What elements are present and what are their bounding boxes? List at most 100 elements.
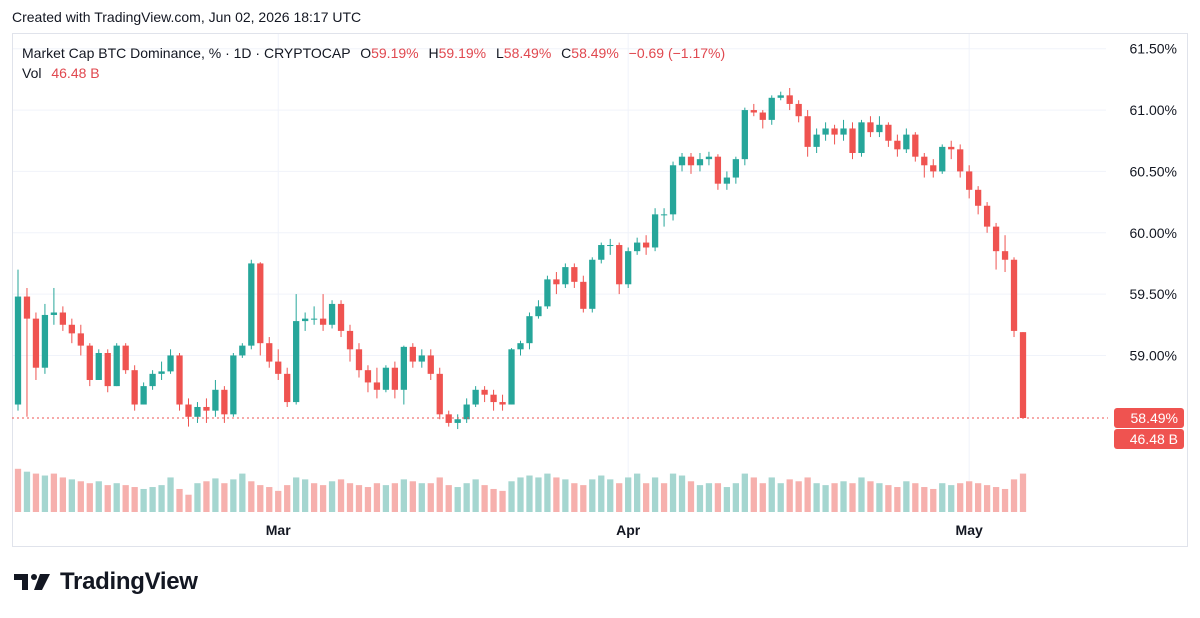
candle-body — [580, 281, 587, 309]
volume-label: Vol — [22, 65, 42, 81]
candle-body — [463, 404, 470, 420]
candle-body — [400, 346, 407, 390]
volume-bar — [696, 485, 704, 512]
candle-body — [481, 389, 488, 395]
candle-body — [185, 404, 192, 417]
volume-bar — [400, 479, 407, 512]
candle-body — [140, 386, 147, 405]
candle-body — [32, 318, 40, 368]
volume-bar — [930, 488, 937, 512]
candle-body — [14, 296, 22, 405]
volume-bar — [418, 483, 425, 512]
candle-body — [364, 370, 372, 383]
candle-body — [651, 214, 659, 248]
candle-body — [275, 361, 282, 374]
candle-body — [777, 95, 784, 98]
volume-bar — [481, 485, 488, 512]
candle-body — [149, 373, 156, 387]
change-value: −0.69 (−1.17%) — [628, 45, 726, 61]
candle-body — [176, 355, 183, 405]
candle-body — [319, 318, 327, 325]
volume-bars — [14, 468, 1027, 512]
volume-bar — [759, 483, 766, 512]
candle-body — [876, 124, 883, 133]
candle-body — [1019, 332, 1027, 419]
volume-bar — [786, 479, 793, 512]
time-tick-label: Apr — [616, 522, 641, 538]
candle-body — [966, 171, 973, 190]
candle-body — [948, 146, 955, 150]
candle-body — [867, 122, 874, 133]
candle-body — [831, 128, 838, 135]
chart-frame[interactable] — [12, 33, 1188, 547]
symbol-legend: Market Cap BTC Dominance, % · 1D · CRYPT… — [22, 43, 725, 83]
volume-bar — [849, 483, 856, 512]
candle-body — [822, 128, 829, 135]
price-tick-label: 59.00% — [1130, 347, 1177, 363]
volume-bar — [266, 487, 273, 512]
candle-body — [598, 245, 605, 260]
volume-bar — [355, 485, 363, 512]
volume-bar — [95, 481, 102, 512]
volume-bar — [607, 479, 614, 512]
volume-bar — [732, 483, 739, 512]
tradingview-logo-icon — [14, 574, 50, 590]
volume-bar — [328, 481, 336, 512]
volume-bar — [212, 478, 219, 512]
candle-body — [795, 103, 802, 117]
volume-bar — [293, 477, 300, 512]
candle-body — [616, 245, 623, 285]
volume-bar — [391, 483, 399, 512]
candle-body — [705, 156, 713, 160]
last-volume-badge-bg — [1114, 429, 1184, 450]
tradingview-logo[interactable]: TradingView — [14, 568, 198, 596]
volume-bar — [804, 477, 811, 512]
price-tick-label: 61.50% — [1130, 41, 1177, 57]
volume-bar — [813, 483, 820, 512]
candle-body — [714, 156, 722, 184]
candle-body — [921, 156, 928, 166]
candle-body — [1001, 251, 1009, 260]
candle-body — [669, 165, 677, 215]
volume-bar — [966, 481, 973, 512]
volume-bar — [948, 485, 955, 512]
volume-bar — [508, 481, 515, 512]
volume-bar — [526, 475, 533, 512]
close-value: 58.49% — [571, 45, 619, 61]
candle-body — [768, 97, 775, 120]
candle-body — [328, 303, 336, 325]
volume-bar — [1001, 488, 1009, 512]
created-with-caption: Created with TradingView.com, Jun 02, 20… — [12, 9, 362, 25]
candle-body — [95, 352, 102, 380]
candle-body — [284, 373, 291, 403]
volume-bar — [598, 475, 605, 512]
volume-bar — [230, 479, 237, 512]
last-price-badge: 58.49% — [1131, 410, 1178, 426]
volume-bar — [14, 468, 22, 512]
candle-body — [212, 389, 219, 411]
candle-body — [293, 321, 300, 403]
candle-body — [696, 159, 704, 166]
price-tick-label: 60.50% — [1130, 163, 1177, 179]
volume-bar — [41, 475, 49, 512]
candle-body — [382, 367, 390, 390]
candle-body — [68, 324, 75, 334]
volume-bar — [257, 485, 264, 512]
time-tick-label: Mar — [266, 522, 291, 538]
candle-body — [427, 355, 434, 374]
candle-body — [930, 165, 937, 172]
volume-bar — [284, 485, 291, 512]
volume-bar — [122, 485, 129, 512]
candle-body — [974, 189, 982, 206]
candle-body — [517, 343, 524, 350]
volume-bar — [634, 473, 641, 512]
volume-bar — [957, 483, 964, 512]
candle-body — [409, 346, 416, 362]
volume-bar — [571, 483, 578, 512]
volume-bar — [310, 483, 318, 512]
open-label: O — [360, 45, 372, 61]
volume-bar — [1010, 479, 1018, 512]
volume-bar — [86, 483, 93, 512]
volume-bar — [185, 494, 192, 512]
